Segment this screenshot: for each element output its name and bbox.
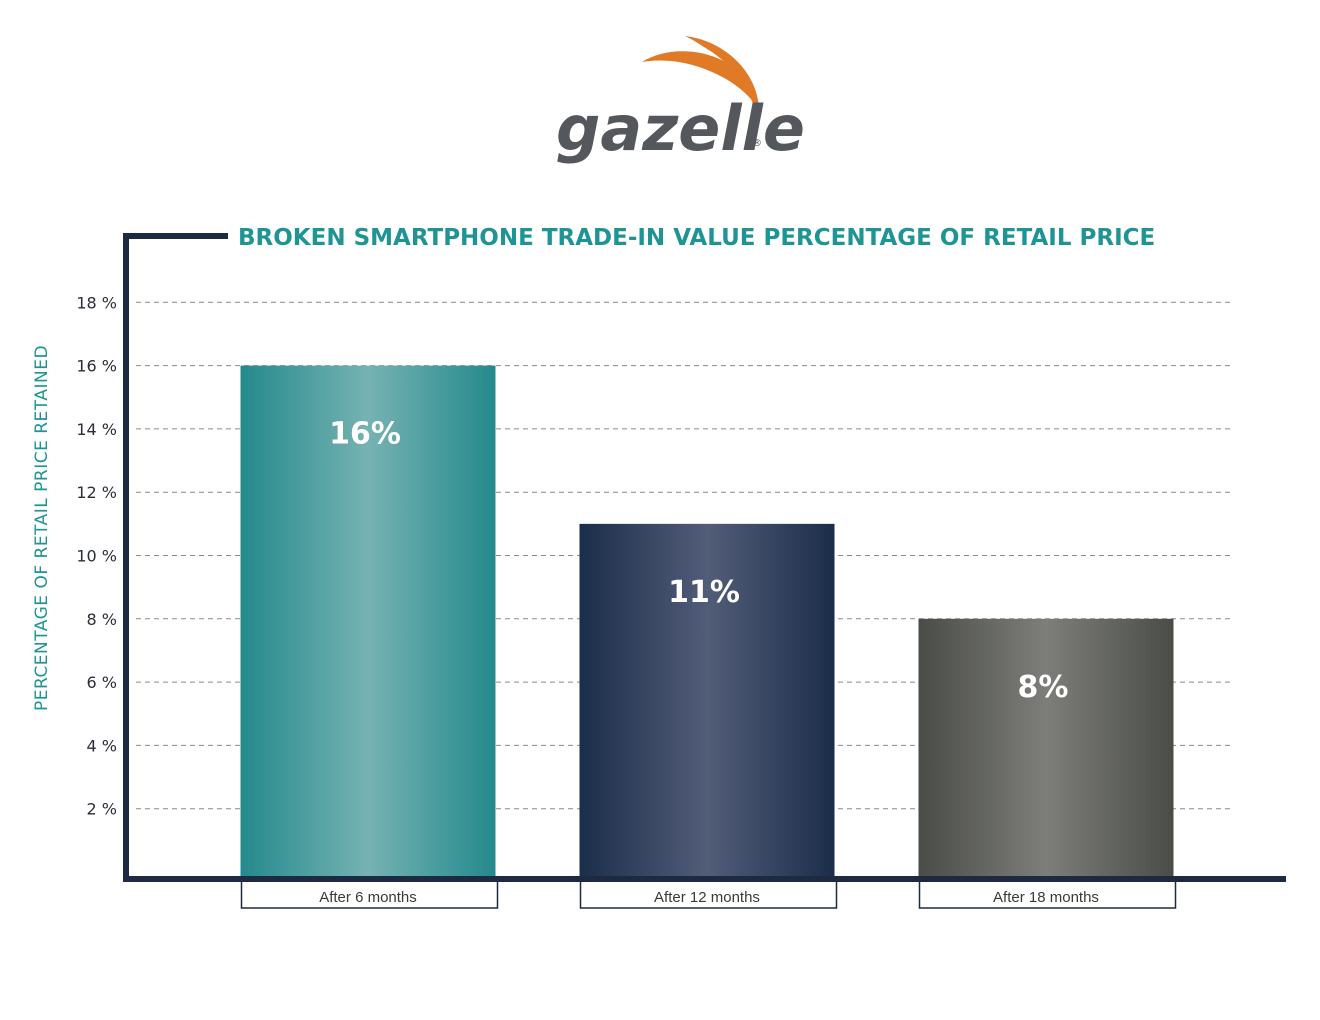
y-tick-label: 14 %	[76, 420, 117, 439]
y-tick-label: 4 %	[87, 736, 117, 755]
bar-3	[918, 618, 1174, 876]
category-bracket	[240, 882, 499, 909]
bar-1	[240, 365, 496, 876]
y-axis-label: PERCENTAGE OF RETAIL PRICE RETAINED	[32, 345, 52, 711]
trademark-symbol: ®	[752, 138, 762, 149]
gazelle-logo: gazelle ®	[556, 36, 805, 165]
chart-title: BROKEN SMARTPHONE TRADE-IN VALUE PERCENT…	[238, 225, 1155, 251]
logo-wordmark: gazelle	[556, 92, 805, 165]
y-tick-label: 18 %	[76, 293, 117, 312]
bars	[240, 365, 1174, 876]
axis-frame	[123, 233, 1286, 882]
x-category-label: After 6 months	[319, 889, 417, 906]
bar-value-label: 11%	[668, 575, 740, 610]
bar-value-label: 16%	[329, 417, 401, 452]
y-tick-label: 10 %	[76, 547, 117, 566]
x-axis-categories: After 6 months After 12 months After 18 mo…	[240, 882, 1177, 909]
data-labels: 16% 11% 8%	[329, 417, 1068, 705]
y-tick-label: 16 %	[76, 357, 117, 376]
bar-2	[579, 523, 835, 876]
x-category-label: After 18 months	[993, 889, 1099, 906]
y-tick-label: 6 %	[87, 673, 117, 692]
y-tick-label: 12 %	[76, 483, 117, 502]
y-tick-label: 2 %	[87, 800, 117, 819]
category-bracket	[918, 882, 1177, 909]
y-axis-ticks: 2 % 4 % 6 % 8 % 10 % 12 % 14 % 16 % 18 %	[76, 293, 117, 818]
x-category-label: After 12 months	[654, 889, 760, 906]
bar-value-label: 8%	[1018, 670, 1069, 705]
gazelle-swoosh-icon	[685, 36, 760, 118]
category-bracket	[579, 882, 838, 909]
y-tick-label: 8 %	[87, 610, 117, 629]
